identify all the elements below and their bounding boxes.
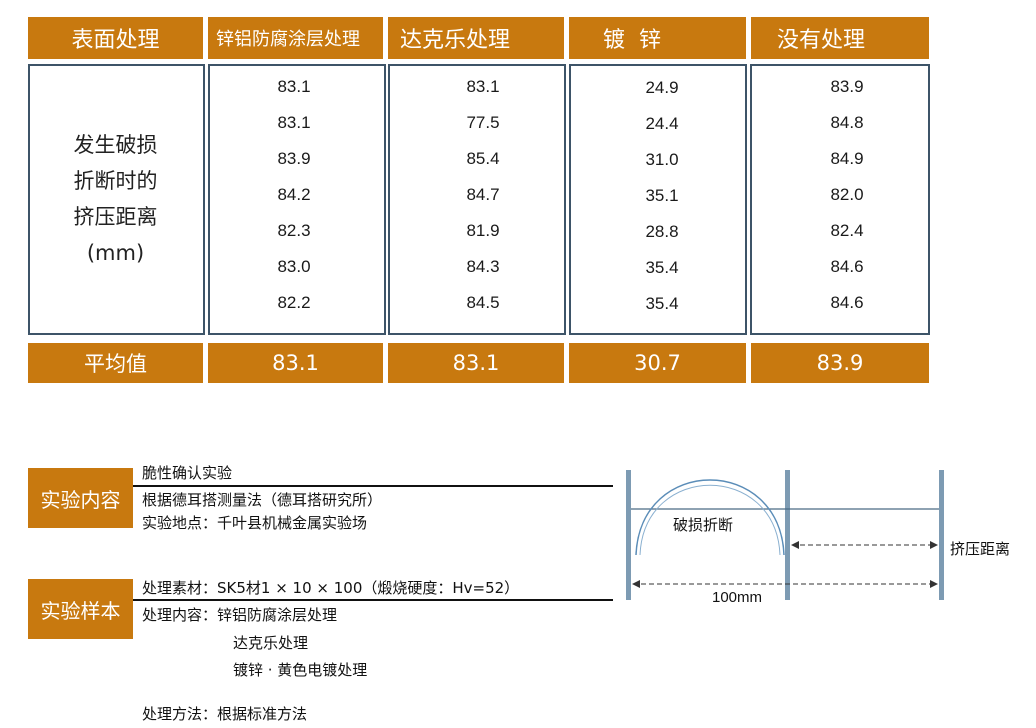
value-cell: 82.3: [277, 221, 311, 240]
value-cell: 24.9: [645, 78, 679, 97]
data-cell-col2: [388, 64, 566, 335]
value-cell: 84.9: [830, 149, 864, 168]
avg-cell-col2: 83.1: [388, 343, 564, 383]
value-cell: 82.2: [277, 293, 311, 312]
header-galvanized: 镀 锌: [569, 17, 746, 59]
middle-support-bar: [785, 470, 790, 600]
avg-cell-col1: 83.1: [208, 343, 383, 383]
sample-line-5: 处理方法：根据标准方法: [142, 705, 308, 723]
avg-cell-col3: 30.7: [569, 343, 746, 383]
row-label-line: 发生破损: [73, 133, 158, 157]
length-label: 100mm: [712, 589, 763, 606]
data-cell-col1: [208, 64, 386, 335]
squeeze-label: 挤压距离: [950, 540, 1011, 558]
value-cell: 83.0: [277, 257, 311, 276]
experiment-tag-label: 实验内容: [40, 487, 121, 512]
sample-line-1: 处理素材：SK5材1 × 10 × 100（煅烧硬度：Hv=52）: [142, 579, 520, 597]
value-cell: 31.0: [645, 150, 679, 169]
row-label-line: (mm): [86, 241, 145, 265]
value-cell: 84.2: [277, 185, 311, 204]
values-col2: 83.1 77.5 85.4 84.7 81.9 84.3 84.5: [403, 73, 563, 325]
row-label-cell: [28, 64, 205, 335]
values-col1: 83.1 83.1 83.9 84.2 82.3 83.0 82.2: [214, 73, 374, 325]
experiment-line-1: 脆性确认实验: [142, 464, 233, 482]
value-cell: 83.9: [830, 77, 864, 96]
header-label: 达克乐处理: [400, 28, 511, 53]
value-cell: 35.4: [645, 294, 679, 313]
avg-value: 30.7: [634, 351, 681, 375]
value-cell: 28.8: [645, 222, 679, 241]
right-support-bar: [939, 470, 944, 600]
header-dacro: 达克乐处理: [388, 17, 564, 59]
value-cell: 83.1: [277, 113, 311, 132]
value-cell: 35.1: [645, 186, 679, 205]
values-col3: 24.9 24.4 31.0 35.1 28.8 35.4 35.4: [582, 74, 742, 326]
header-label: 表面处理: [71, 28, 160, 53]
data-cell-col3: [569, 64, 747, 335]
break-label: 破损折断: [673, 516, 734, 534]
header-zinc-aluminum: 锌铝防腐涂层处理: [208, 17, 383, 59]
data-cell-col4: [750, 64, 930, 335]
value-cell: 24.4: [645, 114, 679, 133]
sample-line-3: 达克乐处理: [233, 634, 309, 652]
row-label-line: 折断时的: [73, 169, 158, 193]
sample-tag-label: 实验样本: [40, 598, 121, 623]
value-cell: 83.1: [466, 77, 500, 96]
sample-line-4: 镀锌 · 黄色电镀处理: [233, 661, 368, 679]
divider-line: [133, 485, 613, 487]
value-cell: 83.1: [277, 77, 311, 96]
left-support-bar: [626, 470, 631, 600]
sample-tag: 实验样本: [28, 579, 133, 639]
value-cell: 82.0: [830, 185, 864, 204]
header-label: 没有处理: [777, 28, 866, 53]
header-label: 锌铝防腐涂层处理: [216, 29, 360, 50]
value-cell: 84.6: [830, 257, 864, 276]
avg-cell-col4: 83.9: [751, 343, 929, 383]
value-cell: 84.6: [830, 293, 864, 312]
sample-line-2: 处理内容：锌铝防腐涂层处理: [142, 606, 338, 624]
value-cell: 84.8: [830, 113, 864, 132]
header-untreated: 没有处理: [751, 17, 929, 59]
value-cell: 84.7: [466, 185, 500, 204]
header-label: 镀 锌: [603, 28, 661, 53]
value-cell: 77.5: [466, 113, 500, 132]
header-surface-treatment: 表面处理: [28, 17, 203, 59]
row-label: 发生破损 折断时的 挤压距离 (mm): [28, 127, 203, 271]
value-cell: 84.3: [466, 257, 500, 276]
value-cell: 85.4: [466, 149, 500, 168]
row-label-line: 挤压距离: [73, 205, 158, 229]
experiment-line-2: 根据德耳搭测量法（德耳搭研究所）: [142, 491, 383, 509]
value-cell: 81.9: [466, 221, 500, 240]
experiment-tag: 实验内容: [28, 468, 133, 528]
value-cell: 83.9: [277, 149, 311, 168]
avg-value: 83.9: [816, 351, 864, 375]
avg-value: 83.1: [452, 351, 500, 375]
values-col4: 83.9 84.8 84.9 82.0 82.4 84.6 84.6: [767, 73, 927, 325]
value-cell: 84.5: [466, 293, 500, 312]
value-cell: 35.4: [645, 258, 679, 277]
value-cell: 82.4: [830, 221, 864, 240]
divider-line: [133, 599, 613, 601]
experiment-line-3: 实验地点：千叶县机械金属实验场: [142, 514, 368, 532]
avg-label-cell: 平均值: [28, 343, 203, 383]
avg-value: 83.1: [272, 351, 319, 375]
avg-label: 平均值: [84, 352, 147, 376]
